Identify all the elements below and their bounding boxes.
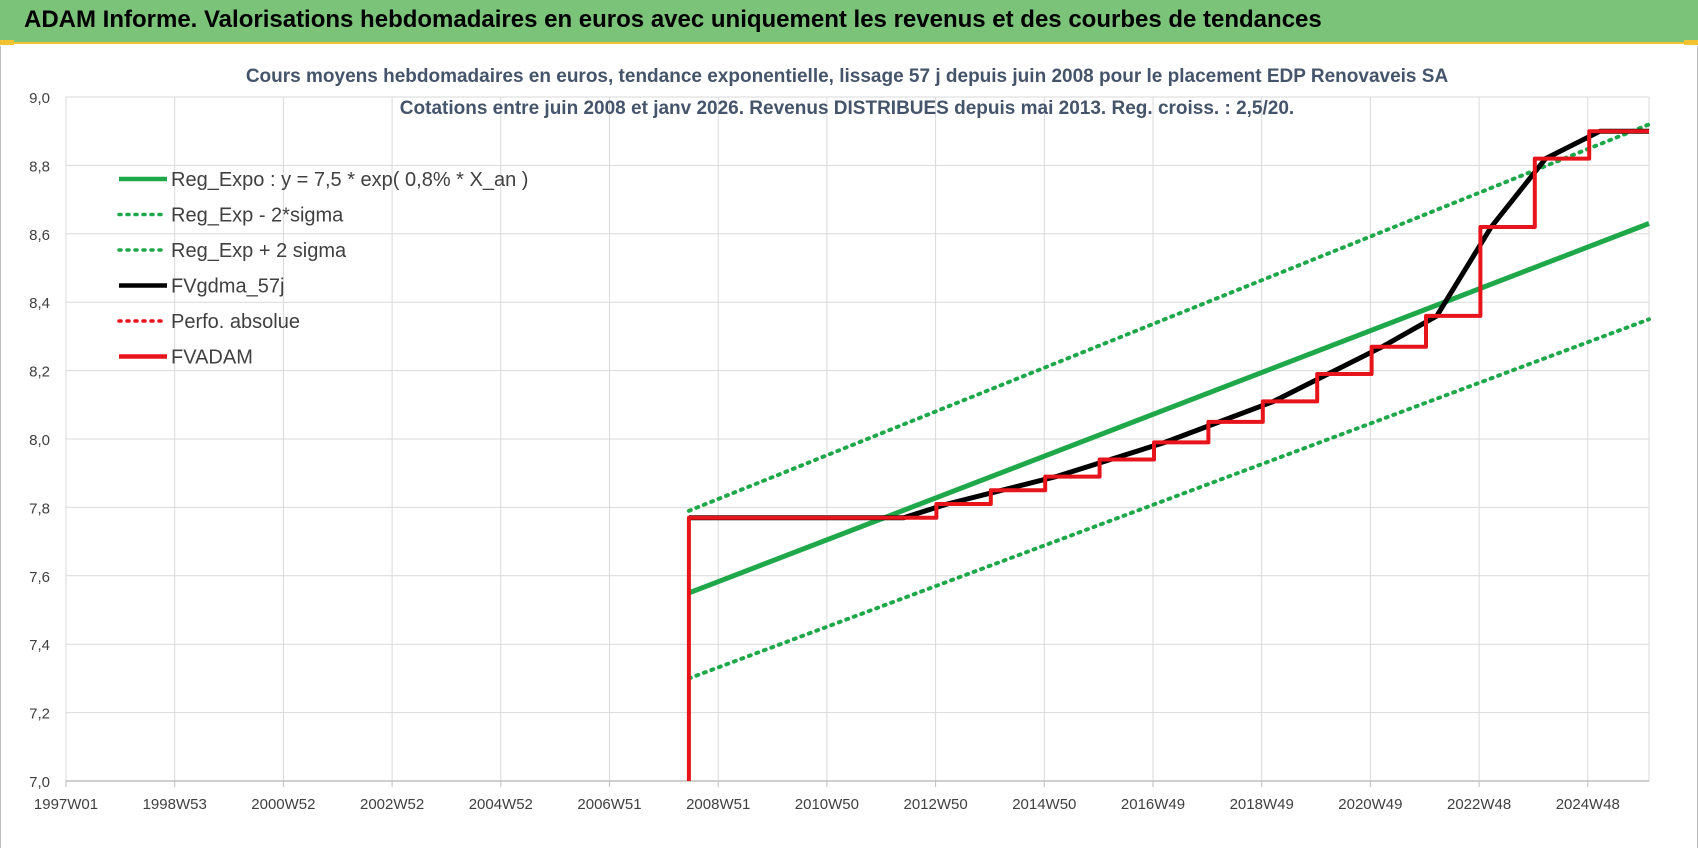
legend-label: Reg_Exp + 2 sigma [171,240,347,262]
x-tick-label: 2006W51 [577,796,641,813]
chart-grid [65,96,1650,782]
y-tick-label: 7,4 [29,637,50,654]
y-tick-label: 8,0 [29,432,50,449]
chart-axes: 7,0 7,2 7,4 7,6 7,8 8,0 8,2 8,4 8,6 8,8 9,0 1997W01… [29,90,1649,813]
y-tick-label: 7,8 [29,500,50,517]
chart-legend: Reg_Expo : y = 7,5 * exp( 0,8% * X_an ) R… [117,169,528,369]
y-tick-label: 7,6 [29,569,50,586]
y-tick-label: 8,2 [29,364,50,381]
series-line-0 [688,221,1650,596]
legend-label: Reg_Exp - 2*sigma [171,205,344,227]
corner-mark-top-left [0,40,14,45]
series-line-1 [686,317,1651,681]
corner-mark-top-right [1684,40,1698,45]
x-tick-label: 1997W01 [34,796,98,813]
x-tick-label: 2010W50 [795,796,859,813]
x-tick-label: 2008W51 [686,796,750,813]
x-tick-label: 2002W52 [360,796,424,813]
x-tick-label: 2022W48 [1447,796,1511,813]
series-line-3 [688,128,1649,521]
x-tick-label: 2000W52 [251,796,315,813]
x-tick-label: 2012W50 [903,796,967,813]
y-tick-label: 7,2 [29,706,50,723]
legend-label: Reg_Expo : y = 7,5 * exp( 0,8% * X_an ) [171,169,528,191]
chart-series [686,122,1651,781]
x-tick-label: 2024W48 [1556,796,1620,813]
chart-frame: 7,0 7,2 7,4 7,6 7,8 8,0 8,2 8,4 8,6 8,8 9,0 1997W01… [0,46,1698,848]
x-tick-label: 2018W49 [1230,796,1294,813]
series-line-5 [686,129,1649,781]
y-tick-label: 9,0 [29,90,50,107]
report-banner: ADAM Informe. Valorisations hebdomadaire… [0,0,1698,44]
x-tick-label: 2004W52 [469,796,533,813]
x-tick-label: 1998W53 [143,796,207,813]
chart-title: Cours moyens hebdomadaires en euros, ten… [246,66,1449,87]
x-tick-label: 2020W49 [1338,796,1402,813]
report-title: ADAM Informe. Valorisations hebdomadaire… [24,6,1322,33]
x-tick-label: 2016W49 [1121,796,1185,813]
y-tick-label: 8,6 [29,227,50,244]
legend-label: FVADAM [171,347,253,369]
legend-label: FVgdma_57j [171,276,284,298]
y-tick-label: 7,0 [29,774,50,791]
x-tick-label: 2014W50 [1012,796,1076,813]
series-line-2 [686,122,1651,513]
y-tick-label: 8,4 [29,295,50,312]
y-tick-label: 8,8 [29,158,50,175]
chart-subtitle: Cotations entre juin 2008 et janv 2026. … [400,98,1294,119]
legend-label: Perfo. absolue [171,311,300,333]
chart-svg: 7,0 7,2 7,4 7,6 7,8 8,0 8,2 8,4 8,6 8,8 9,0 1997W01… [29,66,1651,813]
